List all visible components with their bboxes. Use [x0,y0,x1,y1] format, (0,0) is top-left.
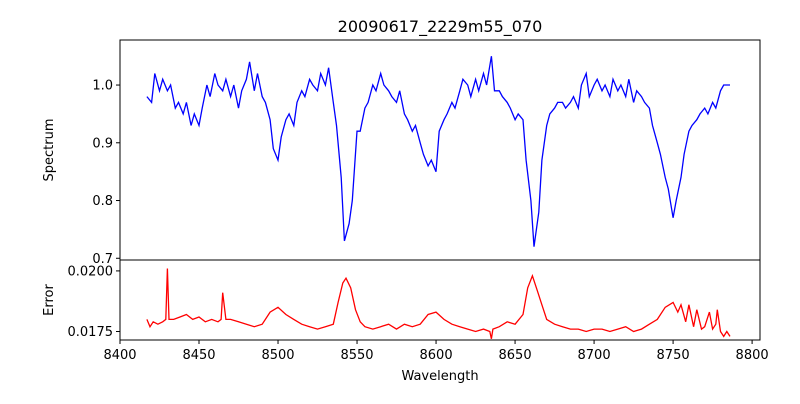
x-tick-label: 8750 [657,348,690,363]
y-tick-label: 0.8 [92,194,113,209]
x-tick-label: 8800 [736,348,769,363]
y-tick-label: 0.7 [92,252,113,267]
x-tick-label: 8550 [340,348,373,363]
error-axes: 0.0175 0.0200 8400 8450 8500 8550 8600 8650 8700… [68,259,769,363]
x-tick-label: 8700 [578,348,611,363]
y-tick-label: 0.9 [92,136,113,151]
spectrum-axes: 0.7 0.8 0.9 1.0 [92,39,761,267]
y-tick-label: 0.0175 [68,325,114,340]
y-tick-label: 0.0200 [68,264,114,279]
x-tick-label: 8400 [103,348,136,363]
y-axis-label-spectrum: Spectrum [42,119,57,182]
spectrum-line [146,56,730,247]
x-tick-label: 8500 [261,348,294,363]
chart-title: 20090617_2229m55_070 [338,17,543,37]
y-tick-label: 1.0 [92,79,113,94]
error-axes-frame [119,259,761,341]
x-tick-label: 8450 [182,348,215,363]
error-line [146,268,731,339]
y-axis-label-error: Error [42,284,57,316]
x-tick-label: 8650 [499,348,532,363]
spectrum-axes-frame [119,39,761,261]
x-tick-label: 8600 [420,348,453,363]
x-axis-label: Wavelength [401,369,478,384]
